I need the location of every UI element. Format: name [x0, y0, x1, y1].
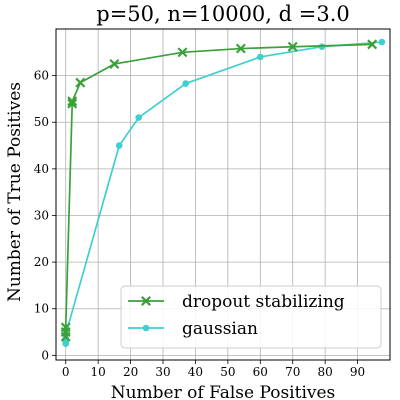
legend-marker: [142, 324, 150, 332]
legend-entry: dropout stabilizing: [128, 292, 345, 312]
data-point: [67, 96, 78, 107]
legend-entries: dropout stabilizing gaussian: [128, 292, 345, 339]
y-tick-label: 60: [34, 69, 49, 83]
data-point: [367, 39, 378, 50]
x-marker-stroke: [141, 296, 151, 306]
data-point: [109, 58, 120, 69]
y-tick-label: 20: [34, 255, 49, 269]
x-axis-ticks: 0 10 20 30 40 50 60 70 80 90: [62, 360, 365, 379]
data-point: [177, 47, 188, 58]
x-marker-stroke: [67, 98, 78, 109]
grid-lines: [56, 29, 390, 360]
x-tick-label: 80: [318, 365, 333, 379]
x-marker-stroke: [235, 43, 246, 54]
x-tick-label: 10: [91, 365, 106, 379]
data-point: [182, 80, 190, 87]
x-tick-label: 20: [123, 365, 138, 379]
legend-marker: [141, 296, 151, 306]
chart-title: p=50, n=10000, d =3.0: [96, 2, 350, 26]
x-tick-label: 30: [155, 365, 170, 379]
x-marker-stroke: [287, 41, 298, 52]
x-tick-label: 40: [188, 365, 203, 379]
y-tick-label: 50: [34, 115, 49, 129]
x-tick-label: 0: [62, 365, 70, 379]
data-point: [67, 98, 78, 109]
data-point: [75, 77, 86, 88]
legend-entry: gaussian: [128, 319, 258, 339]
x-marker-stroke: [75, 77, 86, 88]
legend: dropout stabilizing gaussian: [120, 285, 382, 349]
x-tick-label: 60: [253, 365, 268, 379]
data-point: [235, 43, 246, 54]
x-marker-stroke: [109, 58, 120, 69]
y-tick-label: 0: [41, 348, 49, 362]
x-axis-label: Number of False Positives: [111, 383, 336, 400]
y-tick-label: 10: [34, 302, 49, 316]
y-tick-label: 30: [34, 208, 49, 222]
x-tick-label: 70: [285, 365, 300, 379]
x-tick-label: 50: [220, 365, 235, 379]
x-marker-stroke: [177, 47, 188, 58]
x-tick-label: 90: [350, 365, 365, 379]
x-marker-stroke: [67, 96, 78, 107]
series-dropout-stabilizing: [60, 39, 378, 342]
legend-label: gaussian: [182, 319, 258, 339]
x-marker-stroke: [367, 39, 378, 50]
x-marker-stroke: [60, 322, 71, 333]
data-point: [378, 38, 386, 46]
y-axis-label: Number of True Positives: [5, 82, 25, 302]
data-point: [287, 41, 298, 52]
data-point: [60, 322, 71, 333]
data-point: [115, 142, 123, 149]
y-tick-label: 40: [34, 162, 49, 176]
legend-box: [120, 285, 382, 349]
y-axis-ticks: 0 10 20 30 40 50 60: [34, 69, 56, 362]
data-point: [256, 53, 264, 61]
legend-label: dropout stabilizing: [182, 292, 345, 312]
data-point: [135, 114, 142, 121]
plot-frame: [55, 28, 391, 361]
series-layer: [60, 38, 386, 347]
